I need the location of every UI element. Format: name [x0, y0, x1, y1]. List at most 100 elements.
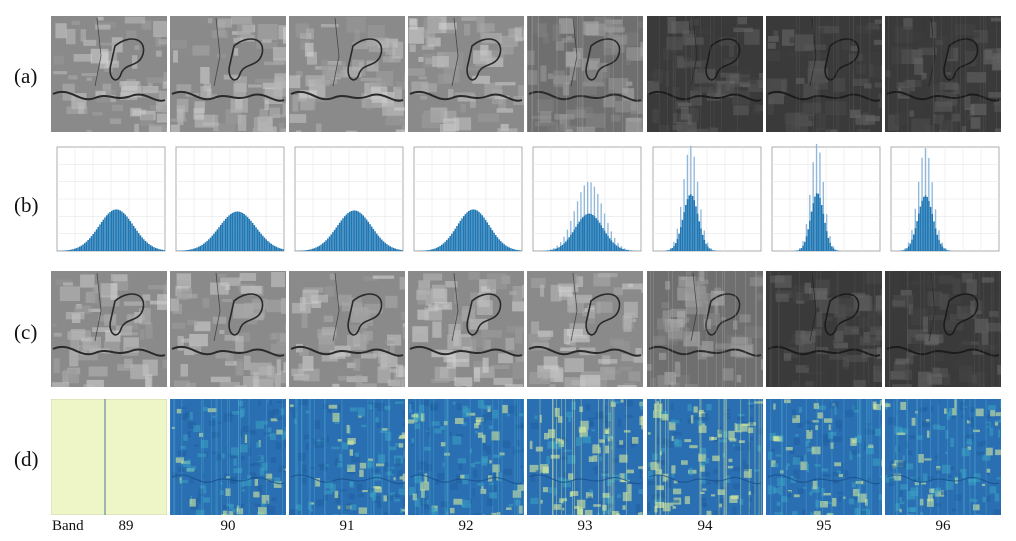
histogram-bin — [199, 245, 202, 251]
histogram-bin — [629, 250, 631, 251]
histogram-bin — [84, 243, 86, 251]
terrain-image — [885, 271, 1001, 387]
histogram-bin — [617, 246, 619, 251]
histogram-96 — [885, 143, 1001, 259]
histogram-bin — [337, 225, 339, 251]
histogram-bin — [597, 220, 599, 251]
histogram-bin — [158, 249, 160, 251]
panel-c-90 — [170, 271, 286, 387]
histogram-bin — [100, 222, 103, 251]
panel-c-94 — [647, 271, 763, 387]
histogram-bin — [305, 250, 307, 251]
histogram-bin — [695, 206, 697, 251]
histogram-bin — [624, 249, 626, 251]
histogram-bin — [560, 246, 562, 251]
histogram-bin — [327, 238, 329, 251]
histogram-bin — [94, 231, 96, 251]
histogram-bin — [520, 250, 522, 251]
histogram-bin — [184, 250, 186, 251]
histogram-bin — [226, 217, 229, 251]
histogram-bin — [622, 249, 624, 251]
histogram-bin — [454, 228, 457, 251]
histogram-bin — [809, 220, 811, 251]
histogram-bin — [615, 245, 618, 251]
histogram-bin — [245, 215, 247, 251]
histogram-bin — [608, 238, 611, 251]
histogram-bin — [456, 226, 458, 251]
histogram-bin — [926, 196, 928, 251]
histogram-bin — [223, 220, 225, 251]
histogram-bin — [235, 211, 237, 251]
histogram-bin — [275, 246, 278, 251]
histogram-bin — [478, 211, 480, 251]
histogram-bin — [498, 239, 500, 251]
histogram-bin — [928, 200, 930, 251]
histogram-bin — [379, 237, 381, 251]
terrain-image — [289, 271, 405, 387]
histogram-bin — [473, 209, 475, 251]
histogram-bin — [78, 246, 81, 251]
histogram-bin — [80, 245, 83, 251]
panel-d-91 — [289, 399, 405, 515]
histogram-bin — [669, 249, 672, 251]
histogram-bin — [394, 248, 397, 251]
histogram-bin — [588, 213, 591, 251]
histogram-bin — [824, 222, 826, 251]
terrain-image — [766, 16, 882, 132]
histogram-bin — [308, 249, 311, 251]
histogram-bin — [474, 209, 477, 251]
histogram-bin — [907, 246, 910, 251]
histogram-bin — [146, 242, 148, 251]
histogram-bin — [389, 246, 392, 251]
histogram-bin — [703, 239, 706, 251]
panel-d-89 — [51, 399, 167, 515]
histogram-bin — [97, 226, 100, 251]
histogram-bin — [126, 216, 128, 251]
histogram-bin — [686, 199, 689, 251]
histogram-bin — [325, 240, 327, 251]
histogram-bin — [268, 242, 271, 251]
band-label-96: 96 — [935, 518, 951, 534]
histogram-bin — [708, 248, 711, 251]
terrain-image — [527, 16, 643, 132]
histogram-bin — [941, 246, 944, 251]
histogram-bin — [691, 195, 694, 251]
histogram-bin — [246, 217, 249, 251]
histogram-bin — [946, 250, 949, 251]
histogram-bin — [127, 218, 130, 251]
histogram-bin — [129, 221, 132, 251]
histogram-bin — [804, 241, 806, 251]
histogram-plot — [294, 146, 404, 252]
histogram-bin — [592, 214, 594, 251]
histogram-bin — [924, 195, 927, 251]
histogram-bin — [797, 250, 799, 251]
histogram-bin — [370, 226, 373, 251]
terrain-image — [289, 16, 405, 132]
histogram-bin — [156, 248, 159, 251]
histogram-bin — [397, 249, 400, 251]
histogram-bin — [439, 245, 441, 251]
panel-a-96 — [885, 16, 1001, 132]
histogram-bin — [282, 249, 284, 251]
histogram-bin — [328, 236, 331, 251]
histogram-bin — [602, 228, 604, 251]
histogram-bin — [278, 248, 281, 251]
histogram-bin — [551, 249, 554, 251]
histogram-bin — [435, 247, 438, 251]
histogram-bin — [820, 205, 823, 251]
histogram-bin — [625, 249, 628, 251]
histogram-bin — [548, 250, 550, 251]
histogram-bin — [338, 222, 341, 251]
histogram-bin — [479, 213, 482, 251]
panel-c-89 — [51, 271, 167, 387]
histogram-bin — [323, 241, 326, 251]
histogram-bin — [277, 247, 279, 251]
histogram-bin — [139, 235, 142, 251]
histogram-bin — [384, 242, 386, 251]
histogram-bin — [627, 250, 630, 251]
histogram-bin — [451, 233, 453, 251]
histogram-bin — [571, 232, 574, 251]
histogram-bin — [561, 244, 564, 251]
histogram-92 — [408, 143, 524, 259]
row-label-b: (b) — [14, 193, 39, 217]
